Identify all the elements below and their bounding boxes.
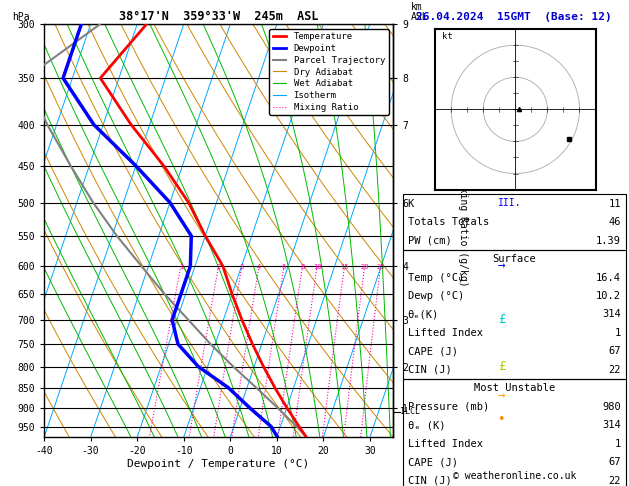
Text: Temp (°C): Temp (°C) [408, 273, 464, 282]
Text: 10: 10 [313, 264, 321, 270]
Text: 11: 11 [608, 199, 621, 208]
X-axis label: Dewpoint / Temperature (°C): Dewpoint / Temperature (°C) [128, 459, 309, 469]
Text: 1LCL: 1LCL [400, 407, 420, 416]
Text: hPa: hPa [13, 12, 30, 22]
Text: Mixing Ratio (g/kg): Mixing Ratio (g/kg) [458, 175, 468, 287]
Text: 20: 20 [360, 264, 369, 270]
Legend: Temperature, Dewpoint, Parcel Trajectory, Dry Adiabat, Wet Adiabat, Isotherm, Mi: Temperature, Dewpoint, Parcel Trajectory… [269, 29, 389, 115]
Text: 1: 1 [179, 264, 183, 270]
Text: 46: 46 [608, 217, 621, 227]
Title: 38°17'N  359°33'W  245m  ASL: 38°17'N 359°33'W 245m ASL [119, 10, 318, 23]
Text: 314: 314 [602, 310, 621, 319]
Text: Most Unstable: Most Unstable [474, 383, 555, 393]
Text: 980: 980 [602, 402, 621, 412]
Text: Lifted Index: Lifted Index [408, 439, 482, 449]
Text: £: £ [498, 360, 505, 373]
Text: 1.39: 1.39 [596, 236, 621, 245]
Text: 8: 8 [300, 264, 304, 270]
Text: PW (cm): PW (cm) [408, 236, 452, 245]
Text: 22: 22 [608, 476, 621, 486]
Text: Totals Totals: Totals Totals [408, 217, 489, 227]
Text: £: £ [498, 313, 505, 327]
Text: 67: 67 [608, 347, 621, 356]
Text: θₑ(K): θₑ(K) [408, 310, 439, 319]
Text: Pressure (mb): Pressure (mb) [408, 402, 489, 412]
Text: 2: 2 [216, 264, 221, 270]
Text: 314: 314 [602, 420, 621, 430]
Text: θₑ (K): θₑ (K) [408, 420, 445, 430]
Text: kt: kt [442, 32, 452, 41]
Text: •: • [498, 413, 505, 426]
Text: CAPE (J): CAPE (J) [408, 347, 457, 356]
Text: 4: 4 [257, 264, 261, 270]
Text: 1: 1 [615, 328, 621, 338]
Text: K: K [408, 199, 414, 208]
Text: 1: 1 [615, 439, 621, 449]
Text: km
ASL: km ASL [411, 2, 428, 22]
Text: 10.2: 10.2 [596, 291, 621, 301]
Text: 25: 25 [376, 264, 385, 270]
Text: 15: 15 [340, 264, 348, 270]
Text: Dewp (°C): Dewp (°C) [408, 291, 464, 301]
Text: 3: 3 [240, 264, 244, 270]
Text: III.: III. [498, 198, 521, 208]
Text: 26.04.2024  15GMT  (Base: 12): 26.04.2024 15GMT (Base: 12) [416, 12, 612, 22]
Text: CIN (J): CIN (J) [408, 476, 452, 486]
Text: CAPE (J): CAPE (J) [408, 457, 457, 467]
Text: 67: 67 [608, 457, 621, 467]
Text: 22: 22 [608, 365, 621, 375]
Text: →: → [498, 260, 505, 273]
Text: © weatheronline.co.uk: © weatheronline.co.uk [452, 471, 576, 481]
Text: Lifted Index: Lifted Index [408, 328, 482, 338]
Text: →: → [498, 389, 505, 402]
Text: Surface: Surface [493, 254, 536, 264]
Text: CIN (J): CIN (J) [408, 365, 452, 375]
Text: 6: 6 [282, 264, 286, 270]
Text: 16.4: 16.4 [596, 273, 621, 282]
